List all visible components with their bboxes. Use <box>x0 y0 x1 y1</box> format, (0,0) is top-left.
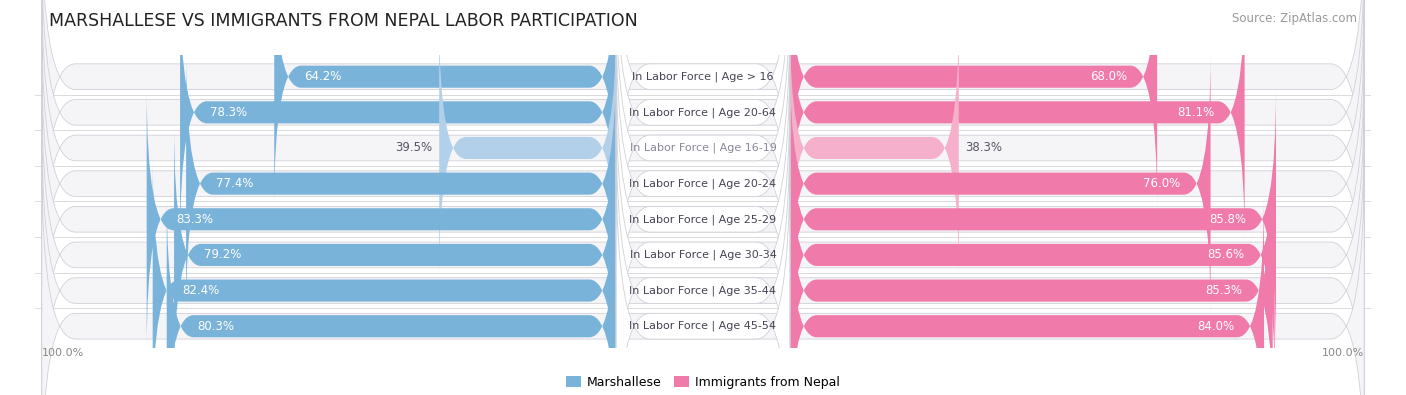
Text: 77.4%: 77.4% <box>217 177 253 190</box>
FancyBboxPatch shape <box>146 88 616 351</box>
Text: In Labor Force | Age 20-24: In Labor Force | Age 20-24 <box>630 179 776 189</box>
Text: 100.0%: 100.0% <box>1322 348 1364 357</box>
FancyBboxPatch shape <box>790 123 1275 386</box>
FancyBboxPatch shape <box>616 0 790 242</box>
Text: 38.3%: 38.3% <box>966 141 1002 154</box>
Text: 85.8%: 85.8% <box>1209 213 1246 226</box>
FancyBboxPatch shape <box>790 195 1264 395</box>
Text: 85.3%: 85.3% <box>1205 284 1243 297</box>
FancyBboxPatch shape <box>274 0 616 208</box>
FancyBboxPatch shape <box>153 159 616 395</box>
Text: In Labor Force | Age 25-29: In Labor Force | Age 25-29 <box>630 214 776 224</box>
FancyBboxPatch shape <box>790 159 1272 395</box>
FancyBboxPatch shape <box>186 52 616 315</box>
Text: 84.0%: 84.0% <box>1197 320 1234 333</box>
FancyBboxPatch shape <box>616 54 790 385</box>
Text: 83.3%: 83.3% <box>177 213 214 226</box>
Text: 82.4%: 82.4% <box>183 284 219 297</box>
Text: 100.0%: 100.0% <box>42 348 84 357</box>
FancyBboxPatch shape <box>42 0 1364 278</box>
FancyBboxPatch shape <box>180 0 616 244</box>
Text: Source: ZipAtlas.com: Source: ZipAtlas.com <box>1232 12 1357 25</box>
FancyBboxPatch shape <box>174 123 616 386</box>
FancyBboxPatch shape <box>42 90 1364 395</box>
Text: 81.1%: 81.1% <box>1177 106 1215 119</box>
FancyBboxPatch shape <box>616 161 790 395</box>
Text: 68.0%: 68.0% <box>1090 70 1128 83</box>
FancyBboxPatch shape <box>616 0 790 313</box>
FancyBboxPatch shape <box>790 17 959 280</box>
Text: In Labor Force | Age > 16: In Labor Force | Age > 16 <box>633 71 773 82</box>
Text: 85.6%: 85.6% <box>1208 248 1244 261</box>
FancyBboxPatch shape <box>790 52 1211 315</box>
FancyBboxPatch shape <box>790 0 1244 244</box>
FancyBboxPatch shape <box>790 0 1157 208</box>
Text: 76.0%: 76.0% <box>1143 177 1181 190</box>
FancyBboxPatch shape <box>439 17 616 280</box>
Legend: Marshallese, Immigrants from Nepal: Marshallese, Immigrants from Nepal <box>561 371 845 394</box>
FancyBboxPatch shape <box>42 54 1364 385</box>
Text: 78.3%: 78.3% <box>209 106 247 119</box>
Text: 64.2%: 64.2% <box>304 70 342 83</box>
FancyBboxPatch shape <box>42 18 1364 349</box>
FancyBboxPatch shape <box>42 161 1364 395</box>
Text: In Labor Force | Age 16-19: In Labor Force | Age 16-19 <box>630 143 776 153</box>
FancyBboxPatch shape <box>42 125 1364 395</box>
Text: In Labor Force | Age 35-44: In Labor Force | Age 35-44 <box>630 285 776 296</box>
Text: In Labor Force | Age 30-34: In Labor Force | Age 30-34 <box>630 250 776 260</box>
Text: MARSHALLESE VS IMMIGRANTS FROM NEPAL LABOR PARTICIPATION: MARSHALLESE VS IMMIGRANTS FROM NEPAL LAB… <box>49 12 638 30</box>
FancyBboxPatch shape <box>616 18 790 349</box>
FancyBboxPatch shape <box>42 0 1364 313</box>
FancyBboxPatch shape <box>616 0 790 278</box>
Text: 79.2%: 79.2% <box>204 248 242 261</box>
FancyBboxPatch shape <box>616 125 790 395</box>
FancyBboxPatch shape <box>616 90 790 395</box>
Text: 80.3%: 80.3% <box>197 320 233 333</box>
Text: In Labor Force | Age 45-54: In Labor Force | Age 45-54 <box>630 321 776 331</box>
Text: 39.5%: 39.5% <box>395 141 433 154</box>
FancyBboxPatch shape <box>790 88 1277 351</box>
FancyBboxPatch shape <box>42 0 1364 242</box>
Text: In Labor Force | Age 20-64: In Labor Force | Age 20-64 <box>630 107 776 118</box>
FancyBboxPatch shape <box>167 195 616 395</box>
